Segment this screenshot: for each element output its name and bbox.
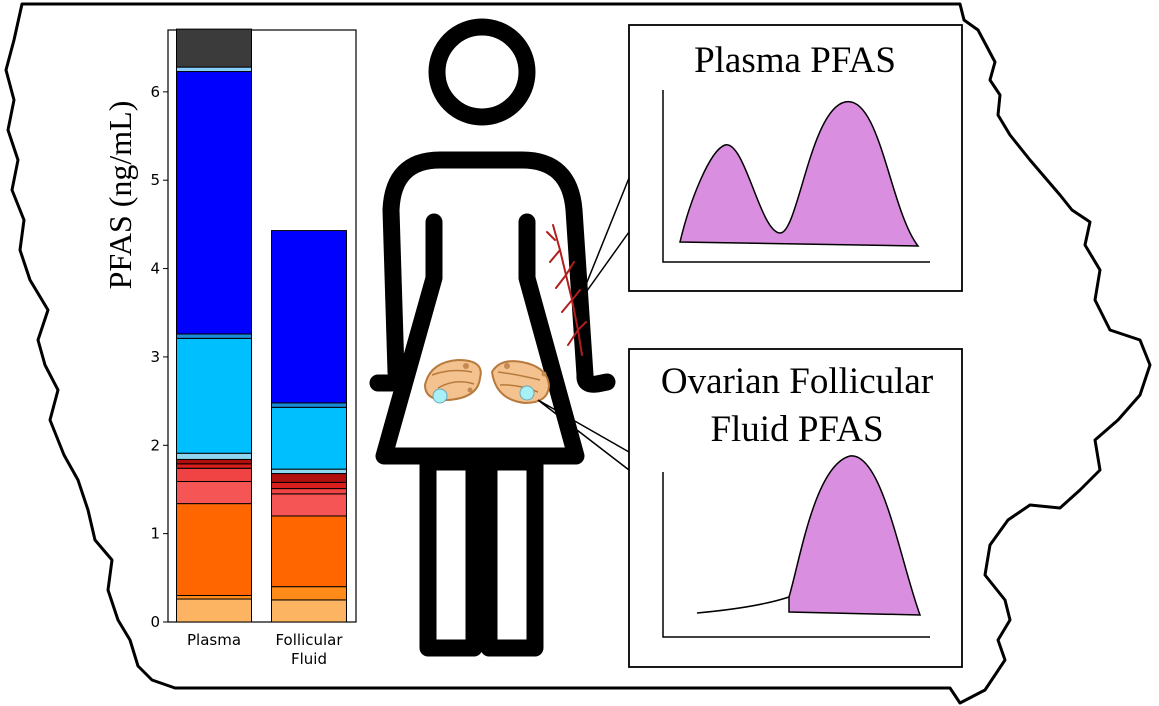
y-axis: 0 1 2 3 4 5 6: [150, 83, 168, 631]
bar-segment: [176, 66, 252, 73]
bar-segment: [176, 71, 252, 335]
bar-stacks: [176, 28, 347, 623]
bar-segment: [271, 515, 347, 588]
x-tick-label: Follicular Fluid: [275, 631, 343, 668]
bar-segment: [176, 333, 252, 339]
left-leg: [419, 453, 483, 657]
bar-segment: [271, 468, 347, 475]
follicular-distribution-curve: [788, 455, 922, 616]
bar-segment: [176, 503, 252, 596]
x-axis: Plasma Follicular Fluid: [187, 631, 343, 668]
ovary-left-icon: [423, 358, 482, 404]
right-leg: [480, 453, 544, 657]
y-tick-label: 0: [150, 613, 160, 631]
bar-segment: [271, 473, 347, 483]
y-tick-label: 5: [150, 171, 160, 189]
stacked-bar-chart: 0 1 2 3 4 5 6 Plasma Follicular Fluid PFAS (ng/m…: [102, 28, 357, 668]
y-axis-label: PFAS (ng/mL): [102, 101, 138, 290]
bar-segment: [176, 337, 252, 454]
plasma-panel-title: Plasma PFAS: [694, 40, 896, 81]
bar-segment: [176, 452, 252, 460]
bar-segment: [176, 598, 252, 623]
y-tick-label: 4: [150, 260, 160, 278]
bar-segment: [271, 599, 347, 623]
x-tick-label: Plasma: [187, 631, 241, 649]
bar-segment: [176, 481, 252, 505]
bar-segment: [176, 458, 252, 465]
bar-segment: [271, 406, 347, 470]
follicular-axes: [662, 472, 930, 638]
y-tick-label: 3: [150, 348, 160, 366]
follicular-fluid-pfas-panel: Ovarian Follicular Fluid PFAS: [628, 348, 963, 668]
bar-segment: [271, 481, 347, 490]
bar-segment: [271, 488, 347, 495]
plasma-pfas-panel: Plasma PFAS: [628, 24, 963, 292]
follicular-panel-title-line2: Fluid PFAS: [710, 409, 883, 450]
plasma-callout-pointer: [578, 177, 630, 303]
bar-segment: [271, 230, 347, 404]
bar-segment: [271, 493, 347, 517]
bar-segment: [271, 402, 347, 408]
plasma-distribution-curve: [679, 101, 920, 247]
follicular-panel-title-line1: Ovarian Follicular: [661, 361, 933, 402]
blood-vessel-icon: [546, 224, 587, 356]
bar-segment: [176, 467, 252, 483]
y-tick-label: 1: [150, 525, 160, 543]
state-outline: [4, 2, 1152, 705]
bar-segment: [176, 28, 252, 68]
bar-segment: [271, 586, 347, 601]
follicular-callout-pointer: [537, 399, 630, 471]
plasma-axes: [662, 90, 930, 263]
bar-segment: [176, 463, 252, 469]
follicular-tail-line: [696, 596, 790, 614]
ovary-right-icon: [490, 360, 551, 405]
woman-figure: [369, 18, 616, 657]
head: [428, 18, 536, 126]
y-tick-label: 2: [150, 436, 160, 454]
y-tick-label: 6: [150, 83, 160, 101]
bar-segment: [176, 594, 252, 600]
